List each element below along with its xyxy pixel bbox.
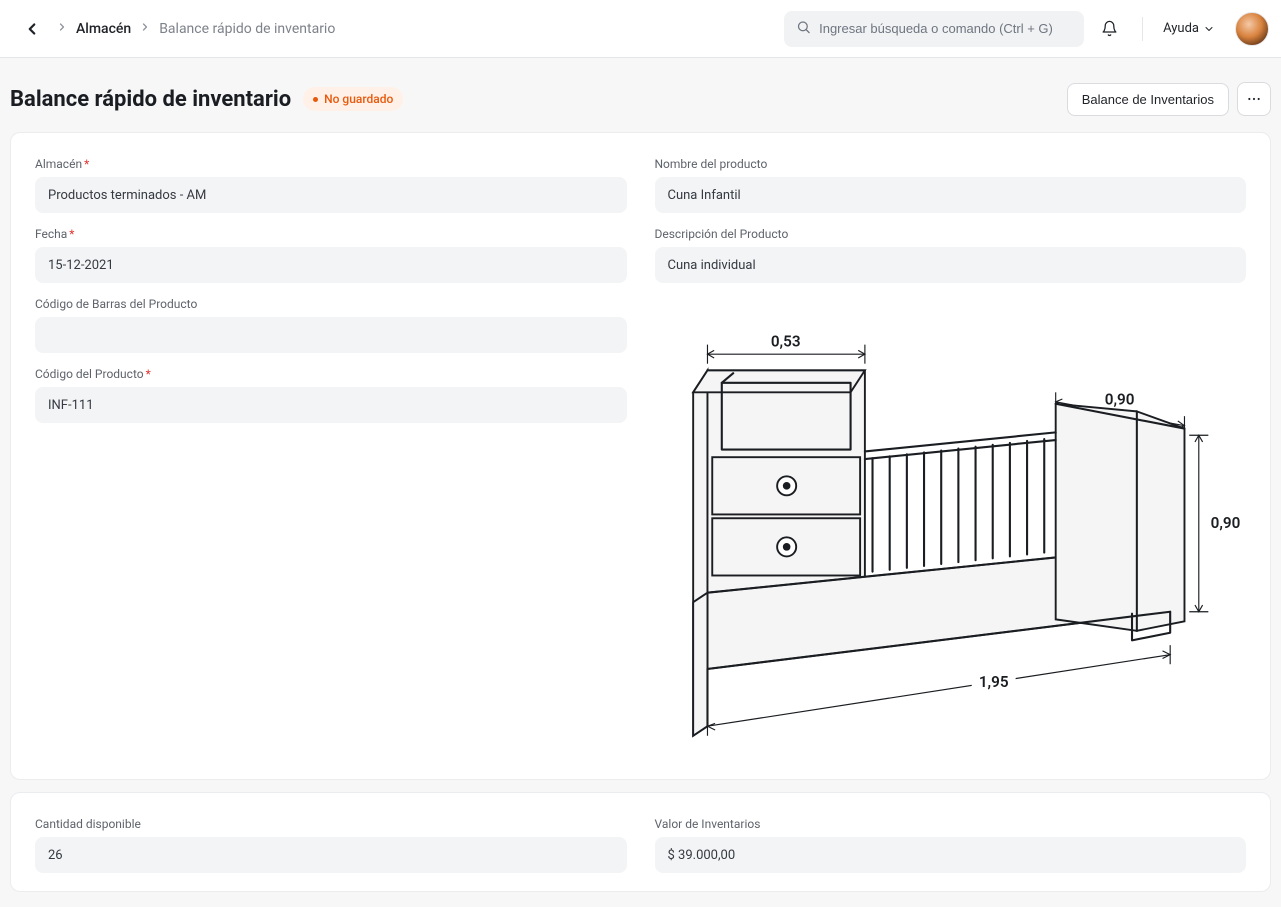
required-mark: * — [84, 157, 89, 171]
field-product-desc: Descripción del Producto Cuna individual — [655, 227, 1247, 283]
bottom-grid: Cantidad disponible 26 Valor de Inventar… — [35, 817, 1246, 873]
qty-available-input[interactable]: 26 — [35, 837, 627, 873]
help-label: Ayuda — [1163, 21, 1199, 36]
form-col-right: Nombre del producto Cuna Infantil Descri… — [655, 157, 1247, 755]
chevron-right-icon — [56, 21, 68, 37]
product-code-label-text: Código del Producto — [35, 367, 144, 381]
notifications-button[interactable] — [1092, 12, 1126, 46]
field-barcode: Código de Barras del Producto — [35, 297, 627, 353]
back-button[interactable] — [16, 13, 48, 45]
date-label: Fecha* — [35, 227, 627, 241]
status-text: No guardado — [324, 92, 393, 106]
field-product-name: Nombre del producto Cuna Infantil — [655, 157, 1247, 213]
warehouse-label-text: Almacén — [35, 157, 82, 171]
breadcrumb-parent[interactable]: Almacén — [76, 21, 131, 37]
product-name-label: Nombre del producto — [655, 157, 1247, 171]
barcode-input[interactable] — [35, 317, 627, 353]
product-image: 0,53 0,90 — [655, 315, 1247, 755]
date-label-text: Fecha — [35, 227, 67, 241]
barcode-label: Código de Barras del Producto — [35, 297, 627, 311]
divider — [1142, 17, 1143, 41]
chevron-right-icon — [139, 21, 151, 37]
breadcrumb: Almacén Balance rápido de inventario — [56, 21, 776, 37]
dim-top-right: 0,90 — [1104, 390, 1134, 408]
help-button[interactable]: Ayuda — [1159, 15, 1219, 42]
search-wrap — [784, 11, 1084, 47]
warehouse-label: Almacén* — [35, 157, 627, 171]
status-badge: No guardado — [303, 87, 403, 111]
page-title: Balance rápido de inventario — [10, 87, 291, 112]
product-code-input[interactable]: INF-111 — [35, 387, 627, 423]
crib-diagram: 0,53 0,90 — [655, 316, 1247, 755]
required-mark: * — [69, 227, 74, 241]
dim-top-left: 0,53 — [770, 332, 800, 350]
dim-bottom: 1,95 — [978, 673, 1008, 691]
search-icon — [796, 19, 811, 38]
topbar-right: Ayuda — [1092, 12, 1269, 46]
page-header: Balance rápido de inventario No guardado… — [0, 58, 1281, 132]
field-inventory-value: Valor de Inventarios $ 39.000,00 — [655, 817, 1247, 873]
product-code-label: Código del Producto* — [35, 367, 627, 381]
inventory-balance-button[interactable]: Balance de Inventarios — [1067, 83, 1229, 116]
status-dot — [313, 97, 318, 102]
product-desc-label: Descripción del Producto — [655, 227, 1247, 241]
topbar: Almacén Balance rápido de inventario Ayu… — [0, 0, 1281, 58]
form-col-left: Almacén* Productos terminados - AM Fecha… — [35, 157, 627, 755]
main-card: Almacén* Productos terminados - AM Fecha… — [10, 132, 1271, 780]
required-mark: * — [146, 367, 151, 381]
breadcrumb-current: Balance rápido de inventario — [159, 21, 335, 37]
bell-icon — [1101, 20, 1118, 37]
avatar[interactable] — [1235, 12, 1269, 46]
warehouse-input[interactable]: Productos terminados - AM — [35, 177, 627, 213]
chevron-down-icon — [1203, 23, 1215, 35]
inventory-value-input[interactable]: $ 39.000,00 — [655, 837, 1247, 873]
search-input[interactable] — [784, 11, 1084, 47]
field-product-code: Código del Producto* INF-111 — [35, 367, 627, 423]
bottom-card: Cantidad disponible 26 Valor de Inventar… — [10, 792, 1271, 892]
page-actions: Balance de Inventarios — [1067, 82, 1271, 116]
qty-available-label: Cantidad disponible — [35, 817, 627, 831]
dim-right: 0,90 — [1210, 513, 1240, 531]
date-input[interactable]: 15-12-2021 — [35, 247, 627, 283]
field-warehouse: Almacén* Productos terminados - AM — [35, 157, 627, 213]
chevron-left-icon — [23, 20, 41, 38]
more-button[interactable] — [1237, 82, 1271, 116]
inventory-value-label: Valor de Inventarios — [655, 817, 1247, 831]
product-desc-input[interactable]: Cuna individual — [655, 247, 1247, 283]
field-date: Fecha* 15-12-2021 — [35, 227, 627, 283]
form-grid: Almacén* Productos terminados - AM Fecha… — [35, 157, 1246, 755]
more-horizontal-icon — [1246, 91, 1262, 107]
field-qty-available: Cantidad disponible 26 — [35, 817, 627, 873]
product-name-input[interactable]: Cuna Infantil — [655, 177, 1247, 213]
